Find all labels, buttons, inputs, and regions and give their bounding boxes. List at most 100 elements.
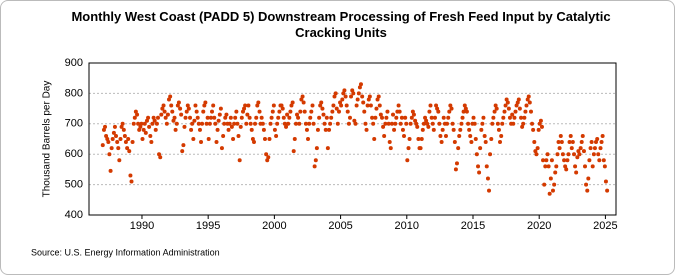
point — [525, 97, 530, 102]
point — [282, 121, 287, 126]
point — [505, 100, 510, 105]
point — [197, 127, 202, 132]
point — [352, 118, 357, 123]
point — [171, 118, 176, 123]
point — [269, 115, 274, 120]
point — [323, 127, 328, 132]
point — [346, 121, 351, 126]
point — [199, 140, 204, 145]
point — [270, 109, 275, 114]
point — [188, 115, 193, 120]
point — [558, 133, 563, 138]
point — [587, 158, 592, 163]
point — [162, 109, 167, 114]
point — [559, 140, 564, 145]
point — [333, 91, 338, 96]
point — [510, 112, 515, 117]
point — [146, 115, 151, 120]
point — [152, 118, 157, 123]
point — [260, 121, 265, 126]
point — [394, 115, 399, 120]
point — [239, 115, 244, 120]
point — [361, 100, 366, 105]
point — [461, 109, 466, 114]
point — [342, 88, 347, 93]
point — [572, 152, 577, 157]
point — [435, 106, 440, 111]
point — [364, 127, 369, 132]
point — [130, 140, 135, 145]
point — [320, 106, 325, 111]
point — [109, 146, 114, 151]
point — [310, 103, 315, 108]
point — [526, 94, 531, 99]
point — [255, 103, 260, 108]
point — [451, 127, 456, 132]
point — [481, 115, 486, 120]
point — [354, 103, 359, 108]
point — [132, 115, 137, 120]
point — [410, 109, 415, 114]
point — [149, 140, 154, 145]
point — [317, 115, 322, 120]
point — [408, 121, 413, 126]
point — [194, 109, 199, 114]
point — [477, 170, 482, 175]
point — [478, 146, 483, 151]
point — [605, 188, 610, 193]
point — [517, 106, 522, 111]
point — [168, 94, 173, 99]
point — [371, 121, 376, 126]
point — [391, 112, 396, 117]
x-tick-label: 1995 — [196, 220, 220, 232]
point — [108, 168, 113, 173]
point — [448, 103, 453, 108]
point — [416, 137, 421, 141]
point — [402, 133, 407, 138]
point — [502, 109, 507, 114]
point — [588, 146, 593, 151]
point — [549, 158, 554, 163]
point — [170, 109, 175, 114]
point — [285, 112, 290, 117]
point — [249, 127, 254, 132]
point — [264, 152, 269, 157]
point — [456, 146, 461, 151]
point — [449, 106, 454, 111]
point — [338, 100, 343, 105]
point — [599, 140, 604, 145]
point — [507, 115, 512, 120]
point — [567, 140, 572, 145]
point — [114, 133, 119, 138]
point — [496, 127, 501, 132]
point — [211, 103, 216, 108]
point — [405, 158, 410, 163]
point — [306, 137, 311, 141]
point — [174, 121, 179, 126]
point — [206, 137, 211, 141]
point — [555, 152, 560, 157]
point — [396, 103, 401, 108]
point — [332, 94, 337, 99]
point — [183, 115, 188, 120]
point — [528, 109, 533, 114]
point — [256, 100, 261, 105]
point — [142, 121, 147, 126]
point — [499, 133, 504, 138]
point — [110, 137, 115, 141]
point — [424, 118, 429, 123]
point — [554, 164, 559, 169]
point — [598, 146, 603, 151]
point — [292, 137, 297, 141]
point — [534, 152, 539, 157]
point — [418, 146, 423, 151]
point — [291, 149, 296, 154]
point — [511, 121, 516, 126]
point — [367, 94, 372, 99]
point — [137, 127, 142, 132]
point — [440, 127, 445, 132]
point — [234, 109, 239, 114]
point — [498, 140, 503, 145]
point — [585, 188, 590, 193]
point — [600, 133, 605, 138]
